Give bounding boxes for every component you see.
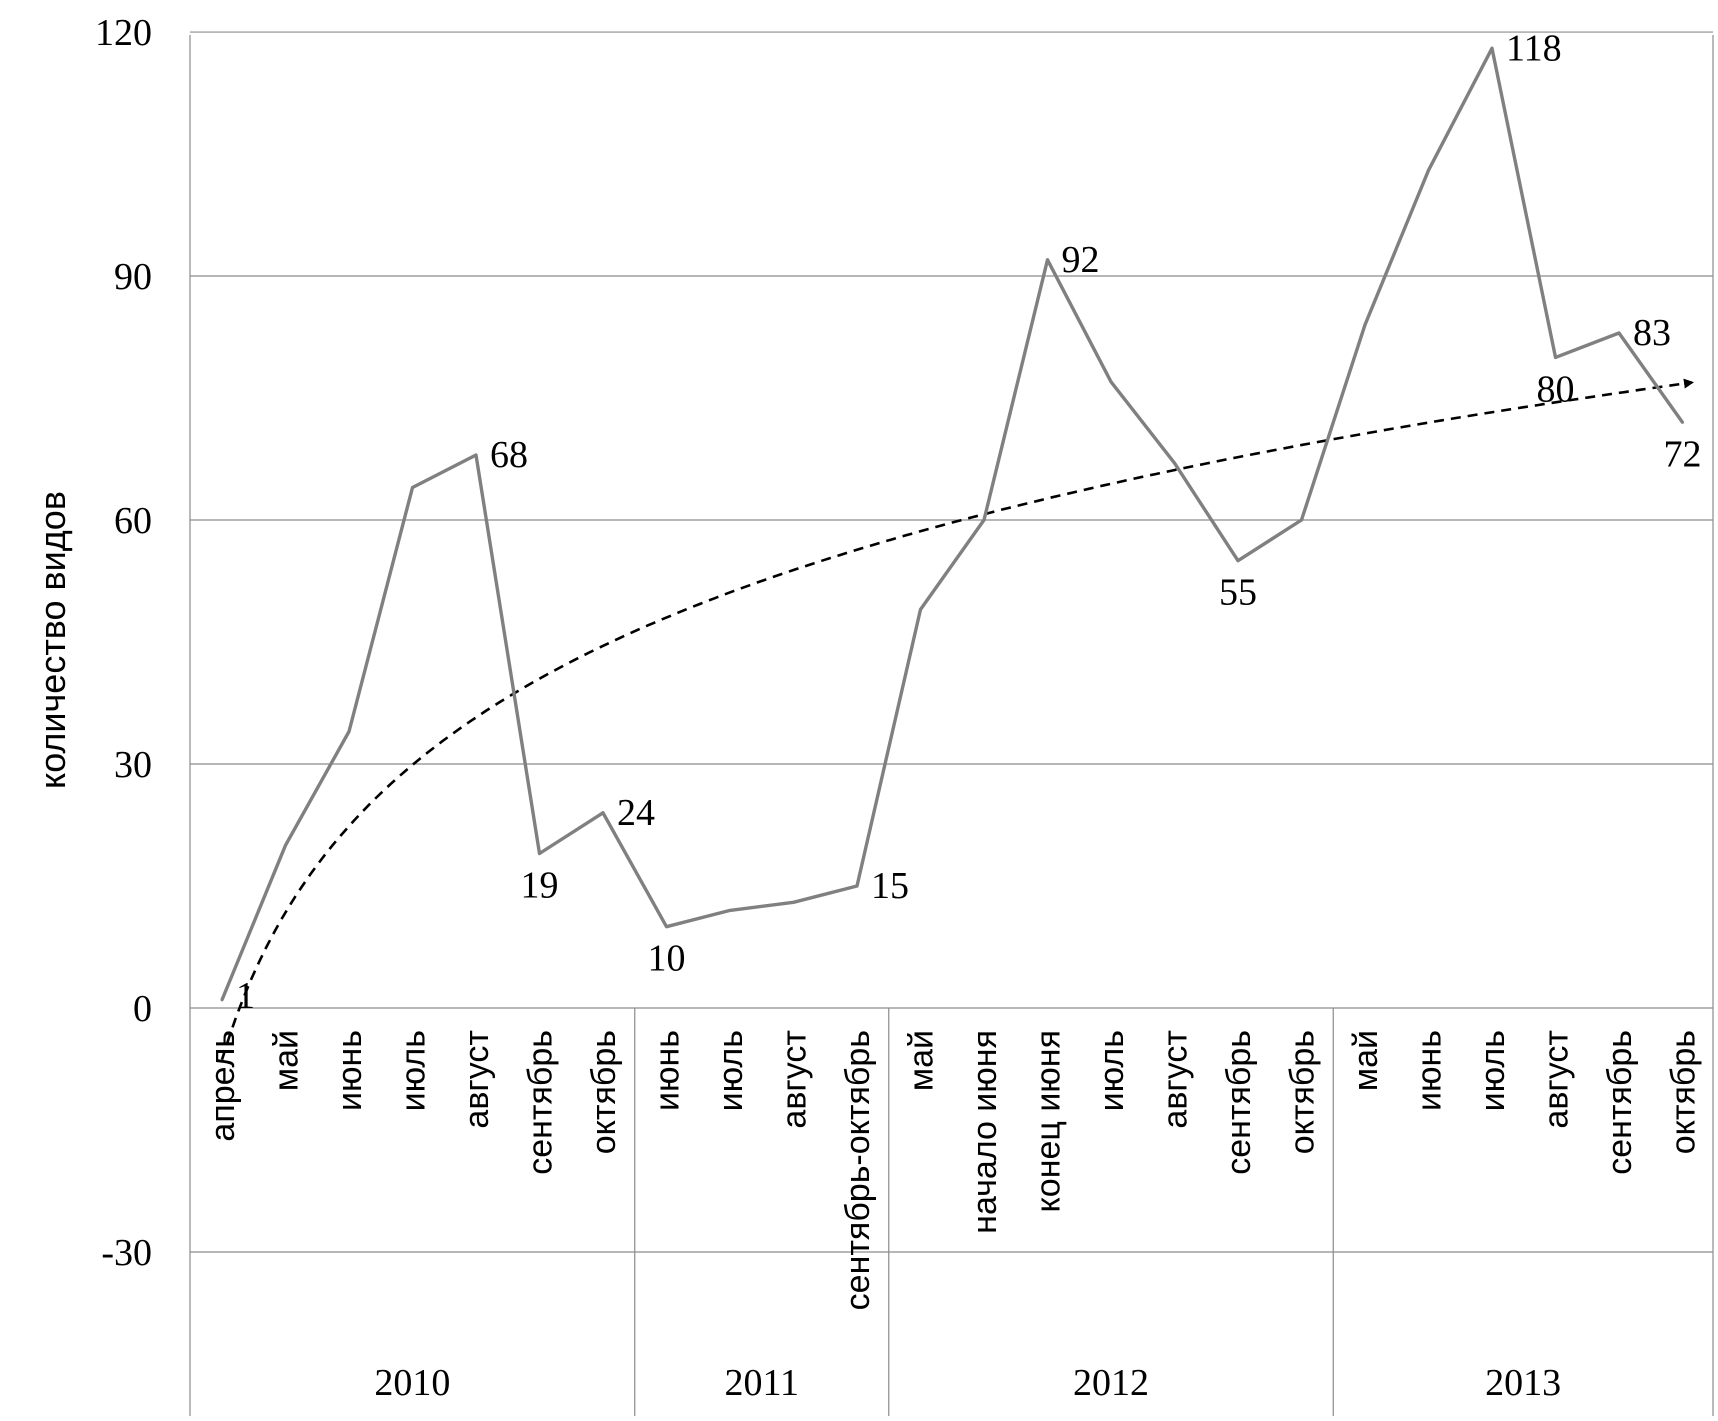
data-label: 19 [521,864,559,906]
y-tick-label: 120 [95,12,152,54]
year-labels: 2010 2011 2012 2013 [374,1362,1561,1404]
y-tick-label: 0 [133,988,152,1030]
category-label: май [903,1030,941,1091]
data-point [1554,355,1557,359]
trendline-path [220,378,1694,1061]
data-point [1046,258,1049,262]
category-label: сентябрь [1220,1030,1258,1175]
category-label: июль [712,1030,750,1111]
data-point [474,453,478,457]
category-label: июль [1474,1030,1512,1111]
gridlines [190,31,1713,1253]
year-label: 2010 [374,1362,450,1404]
data-label: 1 [236,975,255,1017]
data-labels: 1 68 19 24 10 15 92 55 118 80 83 72 [236,27,1702,1017]
category-label: август [1538,1030,1576,1129]
data-point [284,843,287,847]
data-point [855,884,859,888]
year-label: 2013 [1485,1362,1561,1404]
data-point [220,998,224,1002]
data-point [1300,518,1303,522]
data-label: 10 [648,938,686,980]
data-label: 83 [1633,312,1671,354]
data-point [1109,380,1113,384]
category-label: апрель [204,1030,242,1142]
category-label: октябрь [585,1030,623,1154]
category-label: октябрь [1284,1030,1322,1154]
year-label: 2012 [1073,1362,1149,1404]
data-label: 118 [1506,27,1562,69]
data-label: 15 [871,865,909,907]
category-label: сентябрь [522,1030,560,1175]
category-label: июль [395,1030,433,1111]
data-point [1236,559,1240,563]
category-label: май [1347,1030,1385,1091]
data-point [538,851,541,855]
data-label: 24 [617,792,655,834]
category-label: август [458,1030,496,1129]
data-label: 55 [1219,572,1257,614]
y-tick-label: 90 [114,256,152,298]
data-point [411,485,414,489]
y-axis-tick-labels: -30 0 30 60 90 120 [95,12,152,1274]
y-tick-label: 30 [114,744,152,786]
data-point [1617,331,1621,335]
category-label: октябрь [1665,1030,1703,1154]
data-point [728,908,732,912]
data-point [601,811,605,815]
category-label: июнь [1411,1030,1449,1111]
year-label: 2011 [724,1362,799,1404]
category-label: май [268,1030,306,1091]
data-label: 72 [1664,433,1702,475]
data-point [792,900,795,904]
trendline [220,378,1694,1061]
data-label: 80 [1537,368,1575,410]
category-label: август [1157,1030,1195,1129]
data-point [1363,323,1367,327]
category-label: июль [1093,1030,1131,1111]
y-tick-label: -30 [101,1232,152,1274]
data-point [665,925,668,929]
data-point [1490,46,1494,50]
series-polyline [220,46,1684,1001]
series-line [220,46,1684,1002]
category-label: сентябрь [1601,1030,1639,1175]
data-label: 68 [490,434,528,476]
y-axis-title: количество видов [32,491,73,789]
data-point [1173,461,1176,465]
data-label: 92 [1062,239,1100,281]
category-label: конец июня [1030,1030,1068,1212]
data-point [347,729,351,733]
data-point [982,518,986,522]
category-labels: апрель май июнь июль август сентябрь октябрь ию… [204,1030,1703,1310]
category-label: начало июня [966,1030,1004,1234]
category-label: сентябрь-октябрь [839,1030,877,1310]
category-label: июнь [331,1030,369,1111]
category-label: август [776,1030,814,1129]
data-point [1681,420,1684,424]
data-point [1427,168,1430,172]
category-label: июнь [649,1030,687,1111]
data-point [919,607,922,611]
plot-frame [189,35,1714,1416]
y-tick-label: 60 [114,500,152,542]
